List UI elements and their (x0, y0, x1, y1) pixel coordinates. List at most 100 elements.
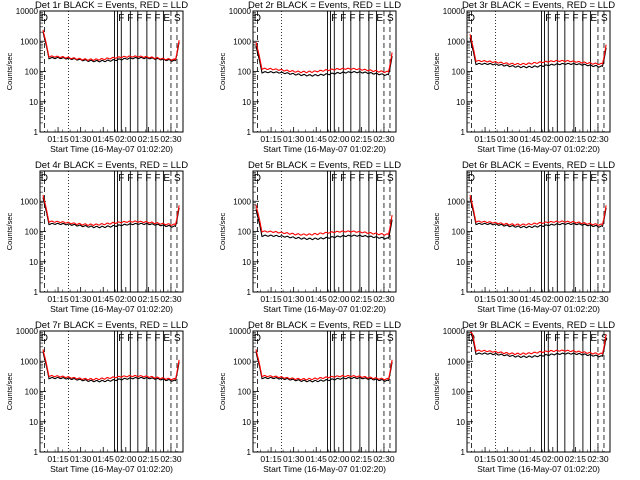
flag-label: E (376, 13, 383, 24)
y-tick-label: 10 (456, 258, 465, 267)
x-tick-label: 02:30 (587, 454, 609, 464)
y-tick-label: 1000 (233, 197, 251, 206)
flag-label: F (349, 333, 355, 344)
x-axis-label: Start Time (16-May-07 01:02:20) (477, 304, 600, 314)
chart-title: Det 5r BLACK = Events, RED = LLD (248, 160, 401, 171)
y-axis-label: Counts/sec (5, 212, 14, 250)
x-tick-label: 01:30 (497, 134, 519, 144)
flag-label: F (145, 173, 151, 184)
x-tick-label: 02:30 (373, 454, 395, 464)
events-series-line (42, 351, 180, 383)
x-axis-label: Start Time (16-May-07 01:02:20) (477, 144, 600, 154)
x-tick-label: 02:00 (328, 294, 350, 304)
flag-label: F (118, 333, 124, 344)
y-axis-label: Counts/sec (5, 52, 14, 90)
flag-label: E (163, 13, 170, 24)
y-tick-label: 10 (29, 258, 38, 267)
flag-label: S (387, 333, 394, 344)
flag-label: F (367, 13, 373, 24)
y-tick-label: 1 (247, 288, 252, 297)
y-tick-label: 1 (34, 128, 39, 137)
chart-panel-5: Det 5r BLACK = Events, RED = LLD Counts/s… (218, 160, 401, 314)
lld-series-line (469, 34, 607, 66)
chart-title: Det 9r BLACK = Events, RED = LLD (462, 320, 615, 331)
flag-label: D (468, 333, 475, 344)
flag-label: F (367, 333, 373, 344)
lld-series-line (42, 194, 180, 227)
flag-label: F (554, 333, 560, 344)
x-tick-label: 01:15 (47, 454, 69, 464)
x-tick-label: 01:30 (70, 454, 92, 464)
flag-label: S (601, 173, 608, 184)
chart-title: Det 2r BLACK = Events, RED = LLD (248, 0, 401, 11)
chart-panel-9: Det 9r BLACK = Events, RED = LLD Counts/s… (432, 320, 615, 474)
axes-frame (466, 170, 611, 293)
flag-label: F (127, 333, 133, 344)
flag-label: D (41, 173, 48, 184)
y-tick-label: 1000 (233, 37, 251, 46)
x-tick-label: 01:45 (520, 134, 542, 144)
flag-label: S (174, 173, 181, 184)
axes-frame (39, 330, 184, 453)
y-tick-label: 10 (456, 418, 465, 427)
y-tick-label: 100 (238, 228, 252, 237)
y-tick-label: 100 (452, 228, 466, 237)
y-tick-label: 10 (29, 98, 38, 107)
flag-label: E (590, 173, 597, 184)
x-tick-label: 02:00 (542, 294, 564, 304)
flag-label: F (572, 13, 578, 24)
x-tick-label: 01:45 (93, 134, 115, 144)
axes-frame (39, 170, 184, 293)
x-tick-label: 02:30 (160, 294, 182, 304)
y-tick-label: 10000 (443, 327, 466, 336)
x-tick-label: 01:30 (283, 294, 305, 304)
x-tick-label: 02:00 (542, 134, 564, 144)
x-tick-label: 01:15 (474, 454, 496, 464)
y-axis-label: Counts/sec (218, 372, 227, 410)
x-axis-label: Start Time (16-May-07 01:02:20) (477, 464, 600, 474)
axes-frame (466, 10, 611, 133)
x-tick-label: 02:15 (351, 294, 373, 304)
y-tick-label: 100 (25, 388, 39, 397)
x-tick-label: 01:45 (306, 294, 328, 304)
x-tick-label: 01:45 (520, 454, 542, 464)
x-axis-label: Start Time (16-May-07 01:02:20) (263, 144, 386, 154)
flag-label: F (118, 13, 124, 24)
flag-label: S (174, 333, 181, 344)
events-series-line (469, 37, 607, 69)
flag-label: F (127, 173, 133, 184)
axes-frame (252, 330, 397, 453)
flag-label: E (163, 173, 170, 184)
flag-label: F (563, 333, 569, 344)
flag-label: F (563, 13, 569, 24)
y-axis-label: Counts/sec (218, 212, 227, 250)
x-tick-label: 01:15 (474, 294, 496, 304)
chart-panel-3: Det 3r BLACK = Events, RED = LLD Counts/s… (432, 0, 615, 154)
y-tick-label: 1 (34, 288, 39, 297)
flag-label: D (254, 333, 261, 344)
x-tick-label: 01:30 (497, 294, 519, 304)
flag-label: E (376, 333, 383, 344)
x-tick-label: 01:15 (260, 294, 282, 304)
chart-title: Det 4r BLACK = Events, RED = LLD (35, 160, 188, 171)
x-tick-label: 01:30 (283, 134, 305, 144)
flag-label: F (572, 333, 578, 344)
flag-label: F (545, 333, 551, 344)
flag-label: F (563, 173, 569, 184)
flag-label: F (545, 173, 551, 184)
flag-label: F (331, 13, 337, 24)
flag-label: F (340, 13, 346, 24)
flag-label: F (358, 333, 364, 344)
y-axis-label: Counts/sec (432, 212, 441, 250)
x-tick-label: 02:00 (328, 134, 350, 144)
flag-label: F (554, 173, 560, 184)
y-axis-label: Counts/sec (432, 52, 441, 90)
flag-label: F (554, 13, 560, 24)
x-axis-label: Start Time (16-May-07 01:02:20) (263, 464, 386, 474)
x-tick-label: 02:15 (138, 134, 160, 144)
y-tick-label: 10000 (16, 7, 39, 16)
x-tick-label: 02:00 (115, 294, 137, 304)
y-tick-label: 100 (25, 228, 39, 237)
y-tick-label: 100 (452, 388, 466, 397)
